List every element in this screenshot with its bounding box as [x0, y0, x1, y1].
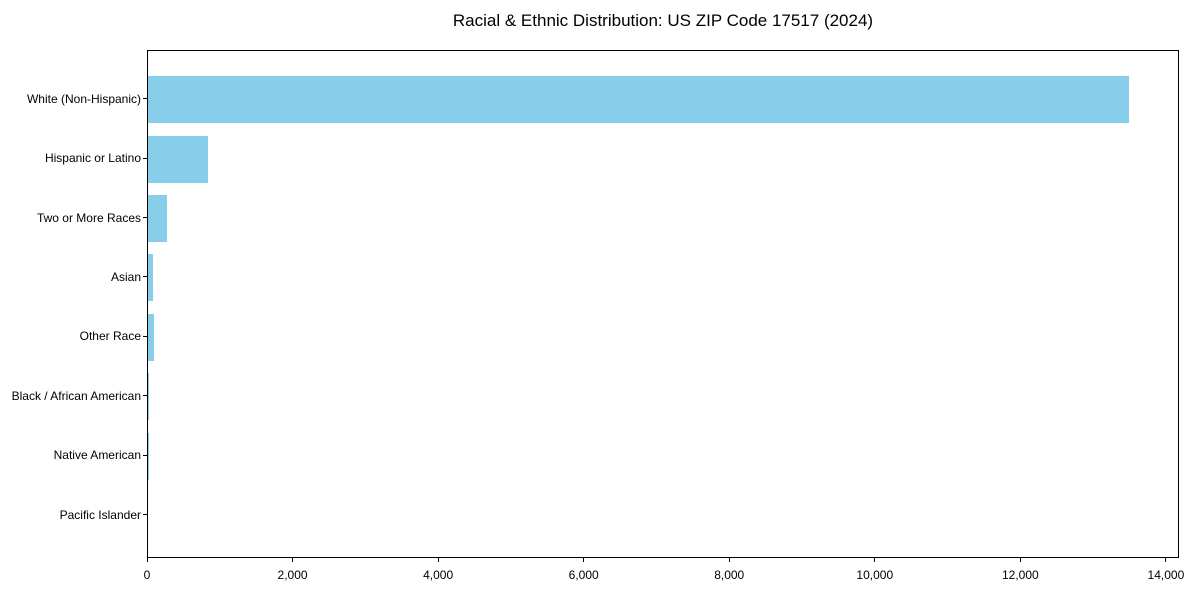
bar: [148, 373, 150, 421]
x-tick-label: 6,000: [568, 568, 599, 582]
x-tick-mark: [292, 558, 294, 562]
y-tick-mark: [143, 395, 147, 397]
y-tick-mark: [143, 454, 147, 456]
x-tick-label: 10,000: [856, 568, 894, 582]
bar: [148, 135, 208, 183]
x-tick-mark: [437, 558, 439, 562]
bar: [148, 195, 167, 242]
y-tick-label: Hispanic or Latino: [44, 151, 141, 166]
y-tick-label: Asian: [110, 269, 141, 284]
x-tick-label: 2,000: [277, 568, 308, 582]
bar: [148, 76, 1130, 124]
y-tick-label: White (Non-Hispanic): [26, 91, 141, 106]
x-tick-mark: [874, 558, 876, 562]
chart-title: Racial & Ethnic Distribution: US ZIP Cod…: [452, 11, 874, 30]
y-tick-mark: [143, 514, 147, 515]
y-tick-label: Black / African American: [11, 388, 141, 403]
bar: [148, 254, 154, 302]
y-tick-mark: [143, 276, 147, 278]
y-tick-label: Pacific Islander: [59, 507, 141, 522]
x-tick-mark: [583, 558, 585, 562]
y-tick-label: Other Race: [79, 329, 141, 344]
plot-area: [147, 50, 1179, 558]
x-tick-mark: [728, 558, 730, 562]
x-tick-label: 4,000: [423, 568, 454, 582]
y-tick-label: Two or More Races: [36, 210, 141, 225]
y-tick-mark: [143, 335, 147, 337]
y-tick-mark: [143, 217, 147, 218]
y-tick-mark: [143, 157, 147, 159]
x-tick-label: 0: [143, 568, 151, 582]
y-tick-label: Native American: [53, 448, 141, 463]
bar: [148, 313, 154, 361]
x-tick-label: 12,000: [1001, 568, 1039, 582]
x-tick-mark: [146, 558, 148, 562]
y-tick-mark: [143, 98, 147, 100]
x-tick-mark: [1165, 558, 1167, 562]
x-tick-mark: [1019, 558, 1021, 562]
x-tick-label: 8,000: [714, 568, 745, 582]
x-tick-label: 14,000: [1147, 568, 1185, 582]
